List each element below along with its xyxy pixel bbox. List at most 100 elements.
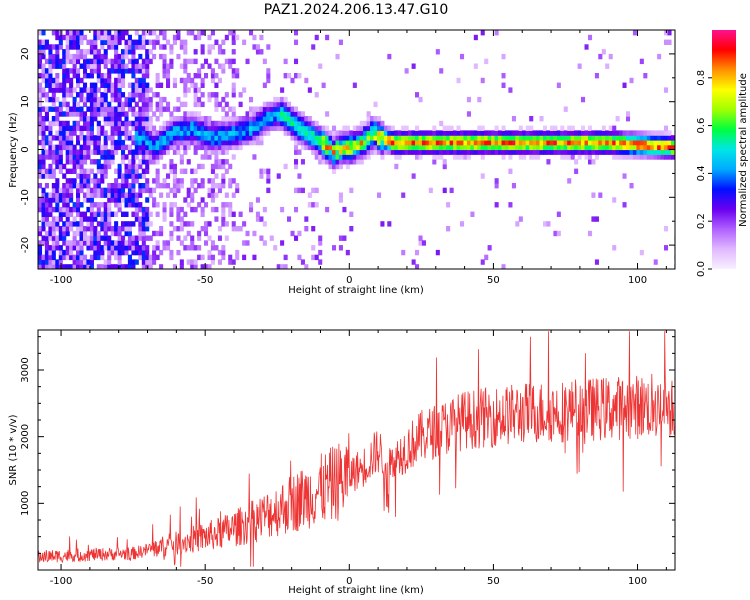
heatmap-cell xyxy=(470,211,475,217)
heatmap-cell xyxy=(504,144,509,151)
heatmap-cell xyxy=(214,130,219,136)
heatmap-cell xyxy=(255,130,260,136)
heatmap-cell xyxy=(321,154,326,160)
heatmap-cell xyxy=(83,259,88,265)
heatmap-cell xyxy=(567,144,572,151)
heatmap-cell xyxy=(615,154,620,160)
heatmap-cell xyxy=(51,216,56,222)
heatmap-cell xyxy=(532,149,537,155)
heatmap-cell xyxy=(273,120,278,127)
heatmap-cell xyxy=(380,139,385,146)
heatmap-cell xyxy=(480,259,485,265)
heatmap-cell xyxy=(65,183,70,189)
heatmap-cell xyxy=(473,34,478,41)
heatmap-cell xyxy=(127,197,132,203)
heatmap-cell xyxy=(515,130,520,136)
heatmap-cell xyxy=(62,58,67,65)
heatmap-cell xyxy=(65,125,70,131)
heatmap-cell xyxy=(532,130,537,136)
heatmap-cell xyxy=(138,106,143,112)
heatmap-cell xyxy=(297,230,302,237)
heatmap-cell xyxy=(100,178,105,184)
heatmap-cell xyxy=(65,206,70,213)
heatmap-cell xyxy=(179,44,184,50)
heatmap-cell xyxy=(622,144,627,151)
heatmap-cell xyxy=(83,125,88,131)
heatmap-cell xyxy=(224,101,229,108)
heatmap-cell xyxy=(96,264,101,269)
heatmap-cell xyxy=(335,144,340,151)
heatmap-cell xyxy=(141,58,146,65)
heatmap-cell xyxy=(314,125,319,131)
heatmap-cell xyxy=(214,163,219,170)
heatmap-cell xyxy=(235,125,240,131)
heatmap-cell xyxy=(141,63,146,69)
heatmap-cell xyxy=(51,116,56,122)
heatmap-cell xyxy=(266,125,271,131)
heatmap-cell xyxy=(62,144,67,151)
heatmap-cell xyxy=(601,139,606,146)
heatmap-cell xyxy=(38,82,43,88)
heatmap-cell xyxy=(231,259,236,265)
heatmap-cell xyxy=(210,259,215,265)
heatmap-cell xyxy=(221,183,226,189)
heatmap-cell xyxy=(439,120,444,127)
heatmap-cell xyxy=(332,154,337,160)
heatmap-cell xyxy=(103,211,108,217)
heatmap-cell xyxy=(134,63,139,69)
heatmap-cell xyxy=(217,77,222,84)
heatmap-cell xyxy=(79,221,84,227)
heatmap-cell xyxy=(387,135,392,141)
heatmap-cell xyxy=(553,125,558,131)
heatmap-cell xyxy=(58,168,63,174)
heatmap-cell xyxy=(221,135,226,141)
heatmap-cell xyxy=(501,73,506,79)
heatmap-cell xyxy=(224,235,229,241)
heatmap-cell xyxy=(114,125,119,131)
heatmap-cell xyxy=(525,135,530,141)
heatmap-cell xyxy=(449,187,454,194)
heatmap-cell xyxy=(546,135,551,141)
heatmap-cell xyxy=(363,120,368,127)
heatmap-cell xyxy=(342,235,347,241)
heatmap-cell xyxy=(141,149,146,155)
heatmap-cell xyxy=(96,125,101,131)
heatmap-cell xyxy=(193,135,198,141)
heatmap-cell xyxy=(650,154,655,160)
heatmap-cell xyxy=(207,116,212,122)
heatmap-cell xyxy=(69,154,74,160)
heatmap-cell xyxy=(172,106,177,112)
heatmap-cell xyxy=(508,139,513,146)
heatmap-cell xyxy=(38,254,43,261)
heatmap-cell xyxy=(155,168,160,174)
heatmap-cell xyxy=(86,197,91,203)
heatmap-cell xyxy=(338,235,343,241)
heatmap-cell xyxy=(148,106,153,112)
heatmap-cell xyxy=(172,187,177,194)
heatmap-cell xyxy=(62,73,67,79)
heatmap-cell xyxy=(58,211,63,217)
heatmap-cell xyxy=(325,111,330,117)
heatmap-cell xyxy=(601,149,606,155)
heatmap-cell xyxy=(193,73,198,79)
heatmap-cell xyxy=(238,130,243,136)
heatmap-cell xyxy=(207,154,212,160)
heatmap-cell xyxy=(314,139,319,146)
heatmap-cell xyxy=(121,178,126,184)
heatmap-cell xyxy=(425,130,430,136)
heatmap-cell xyxy=(76,202,81,208)
heatmap-cell xyxy=(404,135,409,141)
heatmap-cell xyxy=(242,254,247,261)
heatmap-cell xyxy=(494,149,499,155)
heatmap-cell xyxy=(107,163,112,170)
heatmap-cell xyxy=(646,130,651,136)
heatmap-cell xyxy=(127,192,132,198)
heatmap-cell xyxy=(172,183,177,189)
heatmap-cell xyxy=(55,149,60,155)
heatmap-cell xyxy=(110,154,115,160)
heatmap-cell xyxy=(615,144,620,151)
heatmap-cell xyxy=(262,58,267,65)
heatmap-cell xyxy=(38,96,43,103)
heatmap-cell xyxy=(162,211,167,217)
heatmap-cell xyxy=(294,111,299,117)
